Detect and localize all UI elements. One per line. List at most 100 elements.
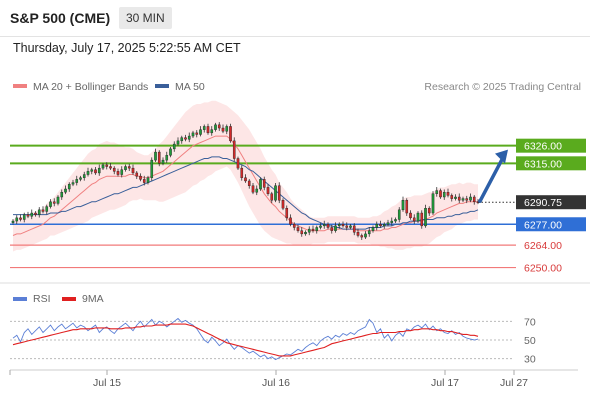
candle — [217, 124, 221, 129]
candle — [34, 212, 37, 215]
rsi-tick-label: 30 — [524, 354, 536, 366]
candle — [112, 167, 116, 172]
candle — [187, 135, 191, 140]
candle — [289, 217, 292, 225]
candle — [337, 224, 341, 227]
rsi-ma-line — [12, 323, 479, 357]
candle — [367, 230, 371, 235]
candle — [116, 171, 120, 175]
ma20-line — [12, 135, 478, 236]
candle — [394, 219, 397, 222]
candle — [82, 174, 86, 178]
level-label: 6315.00 — [524, 158, 562, 170]
candle — [199, 129, 202, 135]
candle — [206, 126, 210, 134]
rsi-ma-legend-label: 9MA — [82, 293, 104, 305]
candle — [139, 175, 142, 180]
candle — [424, 208, 427, 227]
candle — [105, 164, 109, 167]
candle — [427, 208, 431, 214]
candle — [240, 167, 244, 178]
rsi-ma-swatch — [62, 297, 76, 301]
candle — [229, 126, 232, 142]
candle — [56, 196, 60, 204]
candle — [232, 140, 236, 159]
candle — [304, 232, 307, 235]
rsi-legend: RSI 9MA — [13, 293, 104, 305]
candle — [90, 169, 94, 172]
candle — [60, 191, 64, 198]
symbol-title: S&P 500 (CME) — [10, 10, 111, 26]
candle — [127, 166, 131, 169]
candle — [109, 166, 112, 169]
candle — [165, 155, 169, 161]
candle — [281, 200, 285, 209]
candle — [274, 185, 277, 201]
candle — [266, 187, 270, 194]
candle — [334, 225, 337, 231]
candle — [262, 179, 266, 188]
x-tick-label: Jul 16 — [262, 377, 290, 389]
candle — [360, 235, 364, 238]
candle — [469, 196, 472, 201]
candle — [450, 195, 454, 199]
candle — [457, 196, 461, 201]
current-price-box — [516, 195, 586, 210]
candle — [97, 167, 101, 174]
rsi-plot: 70 50 30 — [10, 316, 536, 366]
candle — [210, 129, 214, 134]
x-tick-label: Jul 27 — [500, 377, 528, 389]
candle — [292, 224, 296, 228]
level-label: 6264.00 — [524, 240, 562, 252]
candle — [244, 177, 247, 182]
chart-header: S&P 500 (CME) 30 MIN — [0, 0, 590, 37]
candle — [146, 177, 150, 183]
projection-arrow — [478, 153, 506, 203]
candle — [296, 227, 300, 231]
ma50-swatch — [155, 84, 169, 88]
candle — [169, 148, 172, 156]
ma50-line — [13, 156, 479, 230]
timeframe-badge[interactable]: 30 MIN — [119, 7, 172, 29]
candle — [236, 158, 240, 169]
candle — [75, 179, 79, 183]
candle — [307, 228, 311, 233]
candle — [364, 233, 367, 238]
candle — [311, 228, 315, 231]
candle — [416, 212, 420, 222]
candle — [259, 179, 262, 190]
candle — [11, 220, 15, 223]
candle — [375, 224, 379, 228]
candle — [180, 137, 184, 142]
candle — [86, 171, 90, 175]
candle — [30, 212, 34, 217]
candle — [202, 126, 206, 130]
rsi-line — [12, 317, 479, 361]
candle — [472, 196, 476, 203]
candle — [94, 169, 97, 174]
candle — [154, 151, 157, 161]
candle — [214, 124, 217, 130]
candle — [409, 212, 412, 219]
ma20-swatch — [13, 84, 27, 88]
candle — [124, 166, 127, 170]
x-tick-label: Jul 15 — [93, 377, 121, 389]
candle — [79, 177, 82, 180]
candle — [41, 209, 45, 212]
candle — [221, 127, 225, 132]
legend: MA 20 + Bollinger Bands MA 50 Research ©… — [13, 81, 581, 93]
candle — [446, 191, 450, 196]
candle — [412, 217, 416, 222]
candle — [195, 132, 199, 135]
candle — [382, 224, 386, 227]
candle — [45, 206, 49, 212]
candle — [101, 164, 105, 169]
copyright-label: Research © 2025 Trading Central — [424, 81, 581, 93]
rsi-tick-label: 50 — [524, 335, 536, 347]
price-plot: 6326.00 6315.00 6277.00 6264.00 6250.00 6290.… — [10, 100, 586, 275]
candle — [390, 220, 394, 223]
candle — [22, 214, 26, 220]
candle — [371, 227, 375, 231]
candle — [247, 180, 251, 186]
candle — [300, 230, 304, 235]
